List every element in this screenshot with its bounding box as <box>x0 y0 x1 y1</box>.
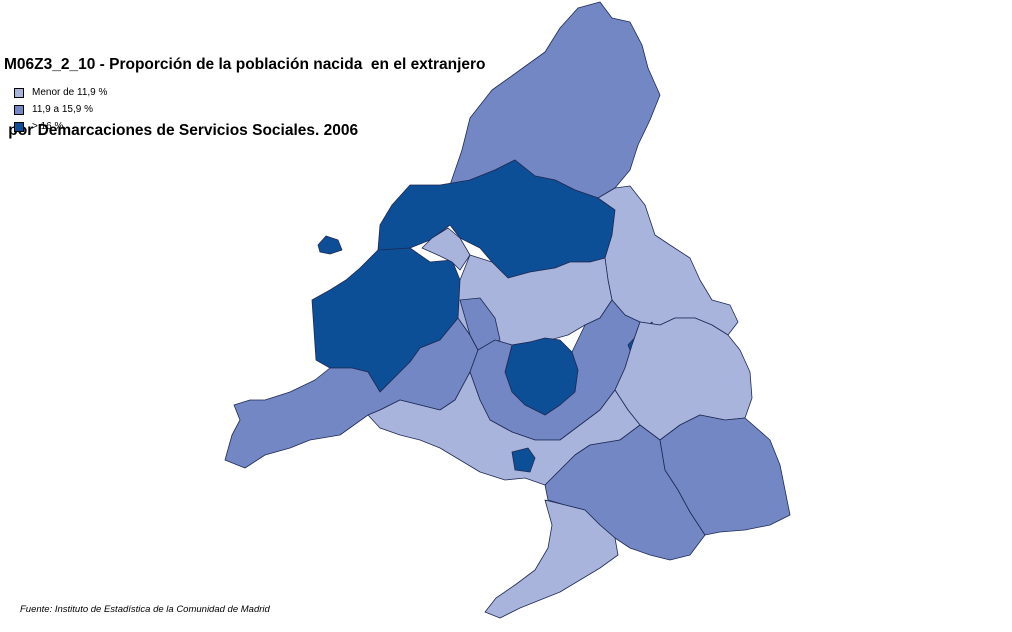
map-title: M06Z3_2_10 - Proporción de la población … <box>4 10 486 164</box>
legend-label-mid: 11,9 a 15,9 % <box>32 104 93 115</box>
region-southeast-mid[interactable] <box>659 414 791 536</box>
region-south-central-low[interactable] <box>367 371 641 486</box>
map-title-line-1: M06Z3_2_10 - Proporción de la población … <box>4 56 486 73</box>
legend-label-high: > 16 % <box>32 121 64 132</box>
region-south-enclave-high[interactable] <box>511 447 536 473</box>
map-legend: Menor de 11,9 % 11,9 a 15,9 % > 16 % <box>14 84 107 135</box>
legend-swatch-low <box>14 87 24 98</box>
legend-item-mid: 11,9 a 15,9 % <box>14 101 107 118</box>
region-central-west-mid[interactable] <box>459 297 501 351</box>
map-title-line-2: por Demarcaciones de Servicios Sociales.… <box>4 122 359 139</box>
region-west-enclave[interactable] <box>317 235 343 255</box>
legend-item-low: Menor de 11,9 % <box>14 84 107 101</box>
source-note: Fuente: Instituto de Estadística de la C… <box>20 604 270 615</box>
legend-swatch-mid <box>14 104 24 115</box>
legend-item-high: > 16 % <box>14 118 107 135</box>
region-south-tail-low[interactable] <box>484 499 619 619</box>
region-southwest-mid[interactable] <box>224 317 479 469</box>
legend-swatch-high <box>14 121 24 132</box>
legend-label-low: Menor de 11,9 % <box>32 87 108 98</box>
